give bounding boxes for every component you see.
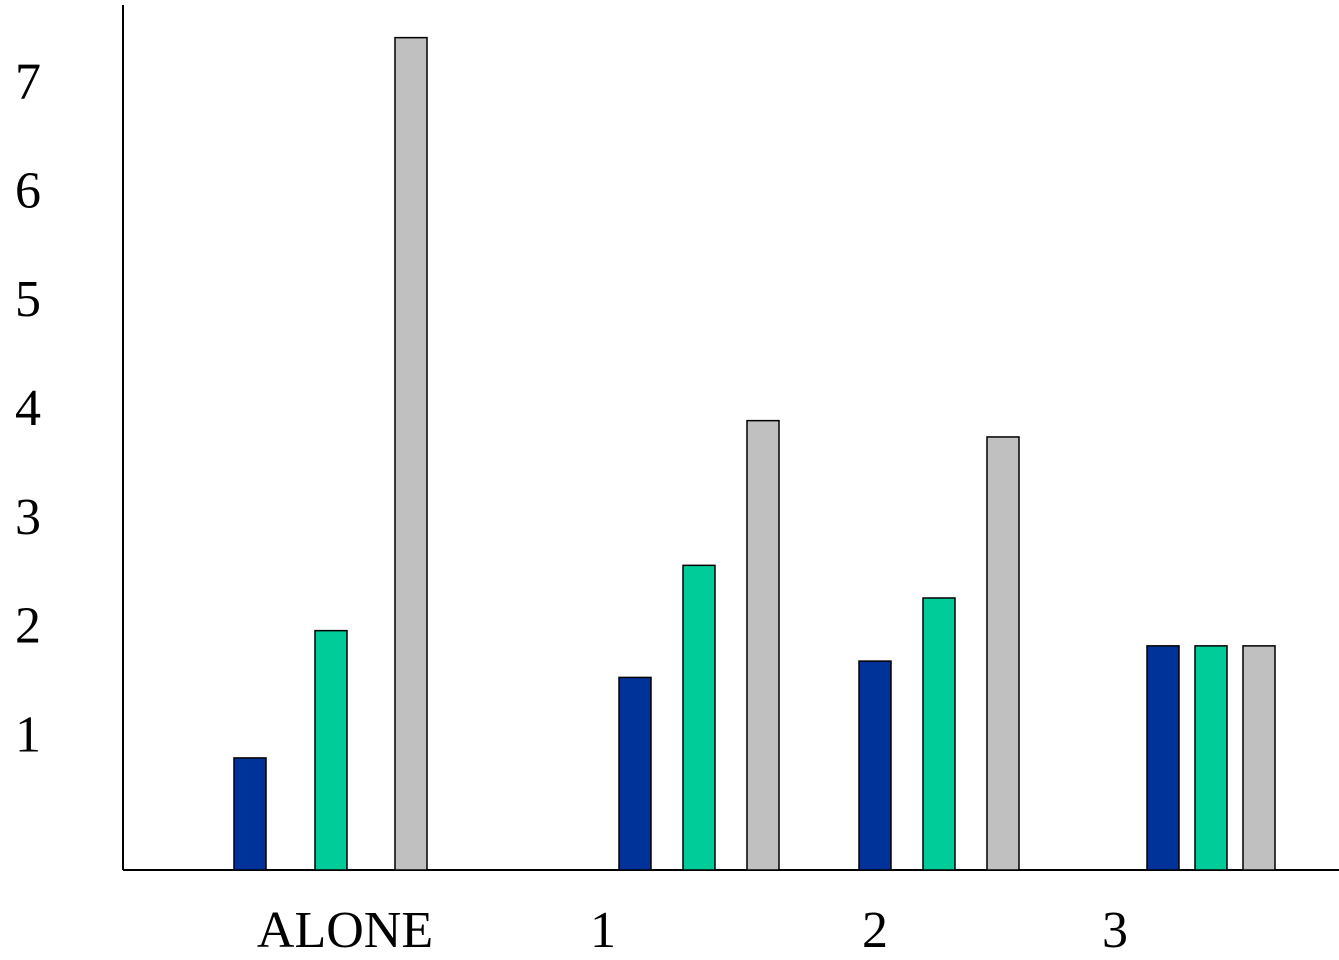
y-tick-label: 2 [15, 598, 41, 655]
bar [922, 597, 956, 871]
bar [682, 564, 716, 871]
bar [1146, 645, 1180, 871]
y-tick-label: 6 [15, 162, 41, 219]
x-tick-label: 1 [590, 902, 616, 959]
bar [986, 436, 1020, 871]
y-tick-label: 3 [15, 489, 41, 546]
x-tick-label: 3 [1102, 902, 1128, 959]
bar [618, 676, 652, 871]
x-tick-label: ALONE [257, 902, 433, 959]
bar [394, 36, 428, 871]
bar [233, 757, 267, 871]
bar [1242, 645, 1276, 871]
y-tick-label: 5 [15, 271, 41, 328]
x-tick-label: 2 [862, 902, 888, 959]
y-tick-label: 4 [15, 380, 41, 437]
bar [858, 660, 892, 871]
bar [746, 419, 780, 871]
y-tick-label: 7 [15, 54, 41, 111]
bar [1194, 645, 1228, 871]
bar [314, 629, 348, 871]
y-tick-label: 1 [15, 706, 41, 763]
